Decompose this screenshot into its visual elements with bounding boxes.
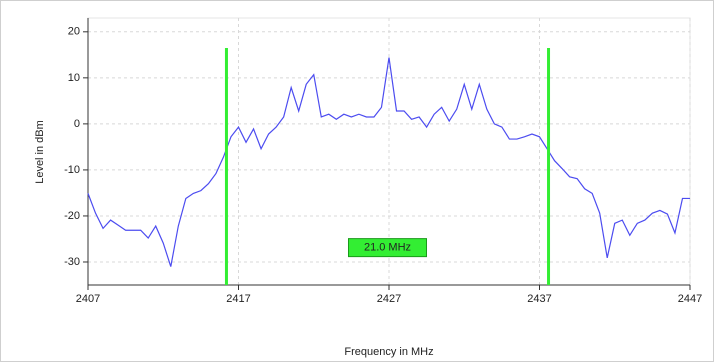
x-tick-label: 2447 xyxy=(678,293,702,305)
x-tick-label: 2417 xyxy=(226,293,250,305)
y-tick-label: 10 xyxy=(68,72,80,84)
y-tick-label: 20 xyxy=(68,26,80,38)
x-tick-label: 2407 xyxy=(76,293,100,305)
y-tick-label: 0 xyxy=(74,118,80,130)
x-tick-label: 2427 xyxy=(377,293,401,305)
y-tick-label: -10 xyxy=(64,164,80,176)
y-tick-label: -30 xyxy=(64,256,80,268)
x-tick-label: 2437 xyxy=(527,293,551,305)
bandwidth-label: 21.0 MHz xyxy=(364,242,411,254)
series-line xyxy=(87,57,690,267)
y-tick-label: -20 xyxy=(64,210,80,222)
y-axis-label: Level in dBm xyxy=(34,120,46,184)
x-axis-label: Frequency in MHz xyxy=(344,346,433,358)
bandwidth-label-box xyxy=(347,238,427,258)
